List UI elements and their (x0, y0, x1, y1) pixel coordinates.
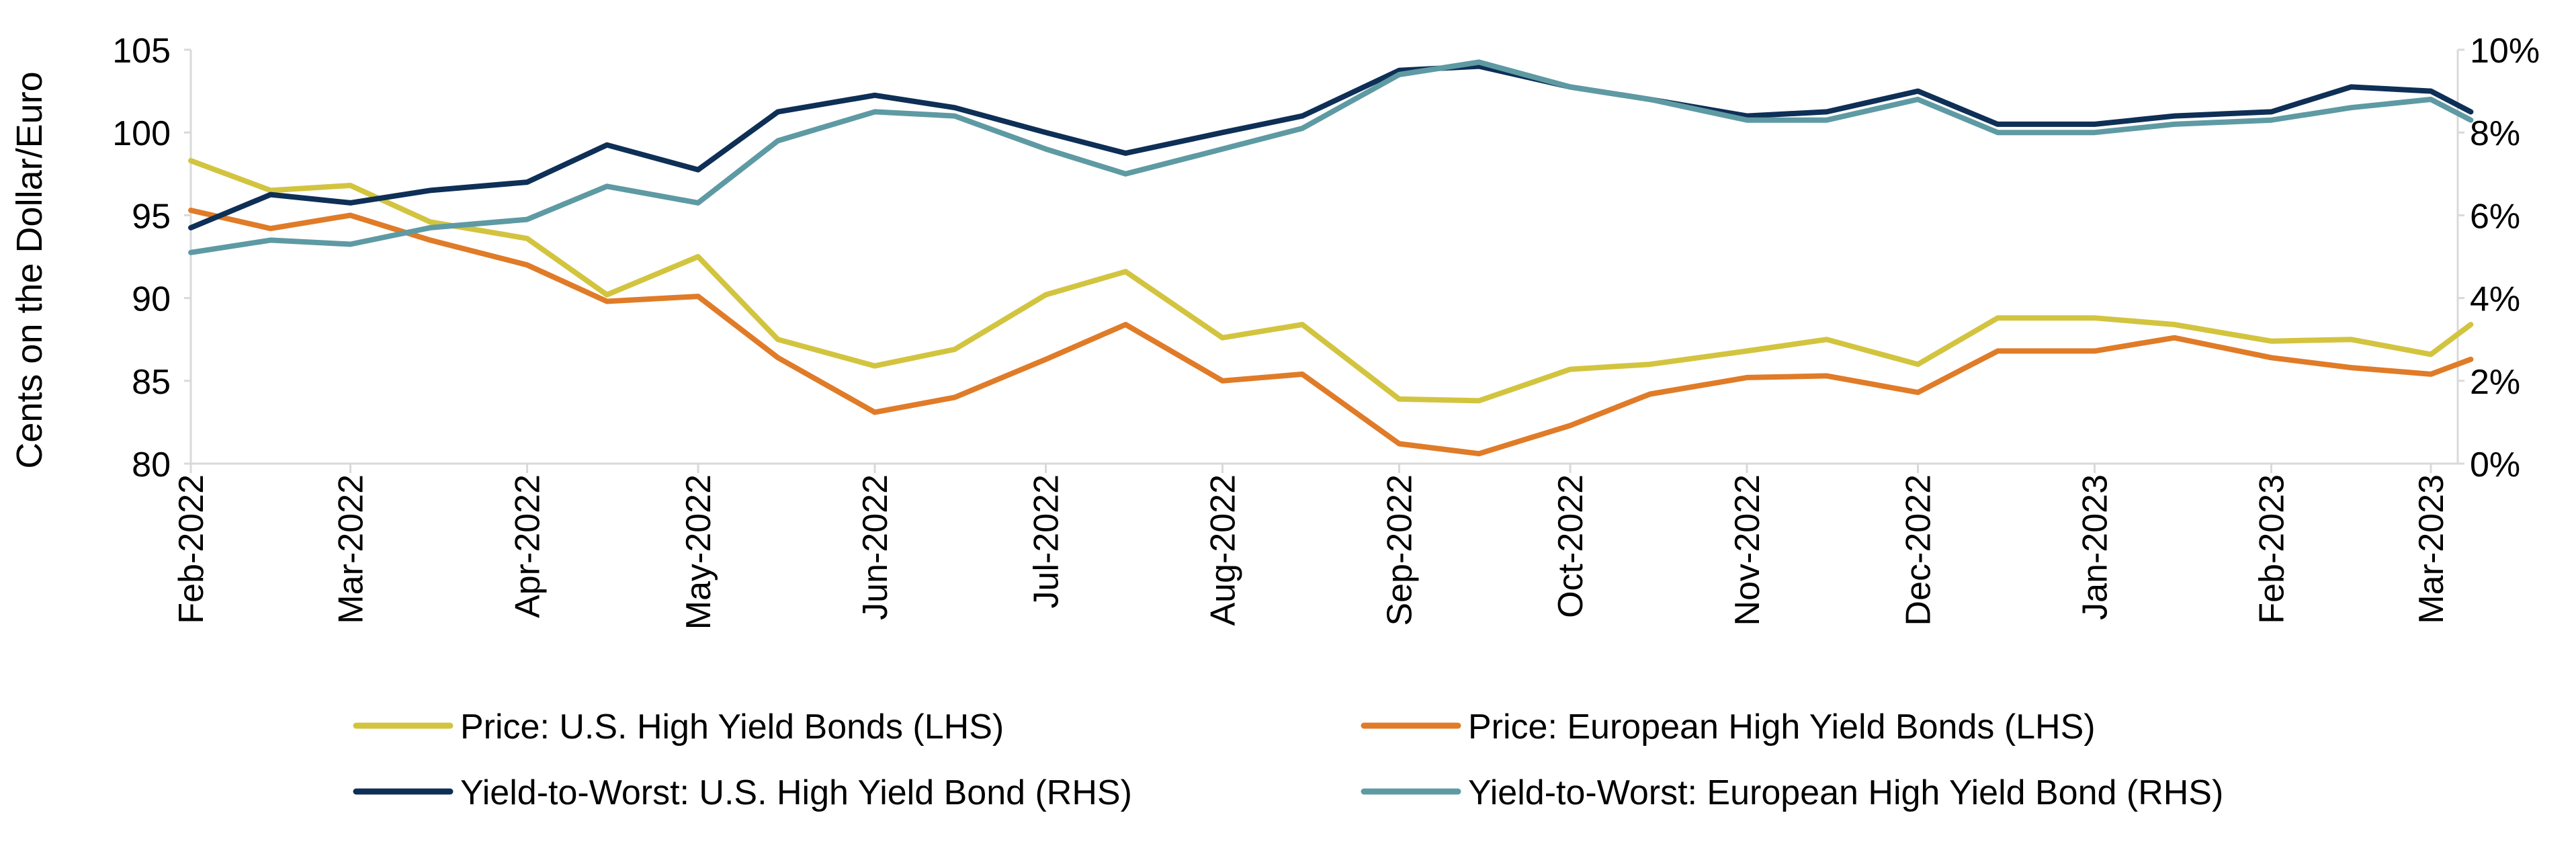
x-tick-label: Jun-2022 (856, 474, 895, 620)
x-tick-label: Sep-2022 (1380, 474, 1419, 626)
y-left-tick-label: 85 (132, 363, 171, 402)
y-left-tick-label: 80 (132, 445, 171, 484)
x-tick-label: Feb-2022 (172, 474, 211, 624)
x-tick-label: Apr-2022 (509, 474, 548, 618)
legend-layer: Price: U.S. High Yield Bonds (LHS) Price:… (353, 708, 2223, 812)
y-right-tick-label: 8% (2470, 114, 2520, 153)
x-tick-label: Nov-2022 (1728, 474, 1767, 626)
x-tick-label: Aug-2022 (1204, 474, 1243, 626)
x-tick-label: Mar-2023 (2412, 474, 2451, 624)
legend-label-1: Price: U.S. High Yield Bonds (LHS) (460, 708, 1004, 746)
y-left-tick-label: 90 (132, 280, 171, 319)
series-line-4 (188, 59, 2474, 255)
legend-label-3: Yield-to-Worst: U.S. High Yield Bond (RH… (460, 773, 1132, 812)
legend-label-4: Yield-to-Worst: European High Yield Bond… (1468, 773, 2223, 812)
series-line-1 (188, 158, 2474, 404)
y-right-tick-label: 4% (2470, 280, 2520, 319)
y-axis-title-left: Cents on the Dollar/Euro (9, 71, 50, 468)
x-tick-label: Jan-2023 (2075, 474, 2114, 620)
y-left-tick-label: 105 (112, 32, 171, 71)
legend-label-2: Price: European High Yield Bonds (LHS) (1468, 708, 2096, 746)
y-right-tick-label: 6% (2470, 197, 2520, 236)
y-left-tick-label: 100 (112, 114, 171, 153)
series-line-3 (188, 63, 2474, 230)
axes-layer: 80 85 90 95 100 105 0% 2% 4% 6% 8% 10% Feb-2022 Mar-2… (112, 32, 2540, 630)
series-line-2 (188, 208, 2474, 457)
y-right-tick-label: 2% (2470, 363, 2520, 402)
x-tick-label: Dec-2022 (1899, 474, 1938, 626)
x-tick-label: Jul-2022 (1027, 474, 1066, 608)
y-left-tick-label: 95 (132, 197, 171, 236)
x-tick-label: Oct-2022 (1551, 474, 1590, 618)
lines-layer (188, 59, 2474, 457)
x-tick-label: Mar-2022 (332, 474, 371, 624)
y-right-tick-label: 10% (2470, 32, 2540, 71)
x-tick-label: May-2022 (679, 474, 718, 630)
y-right-tick-label: 0% (2470, 445, 2520, 484)
x-tick-label: Feb-2023 (2252, 474, 2291, 624)
